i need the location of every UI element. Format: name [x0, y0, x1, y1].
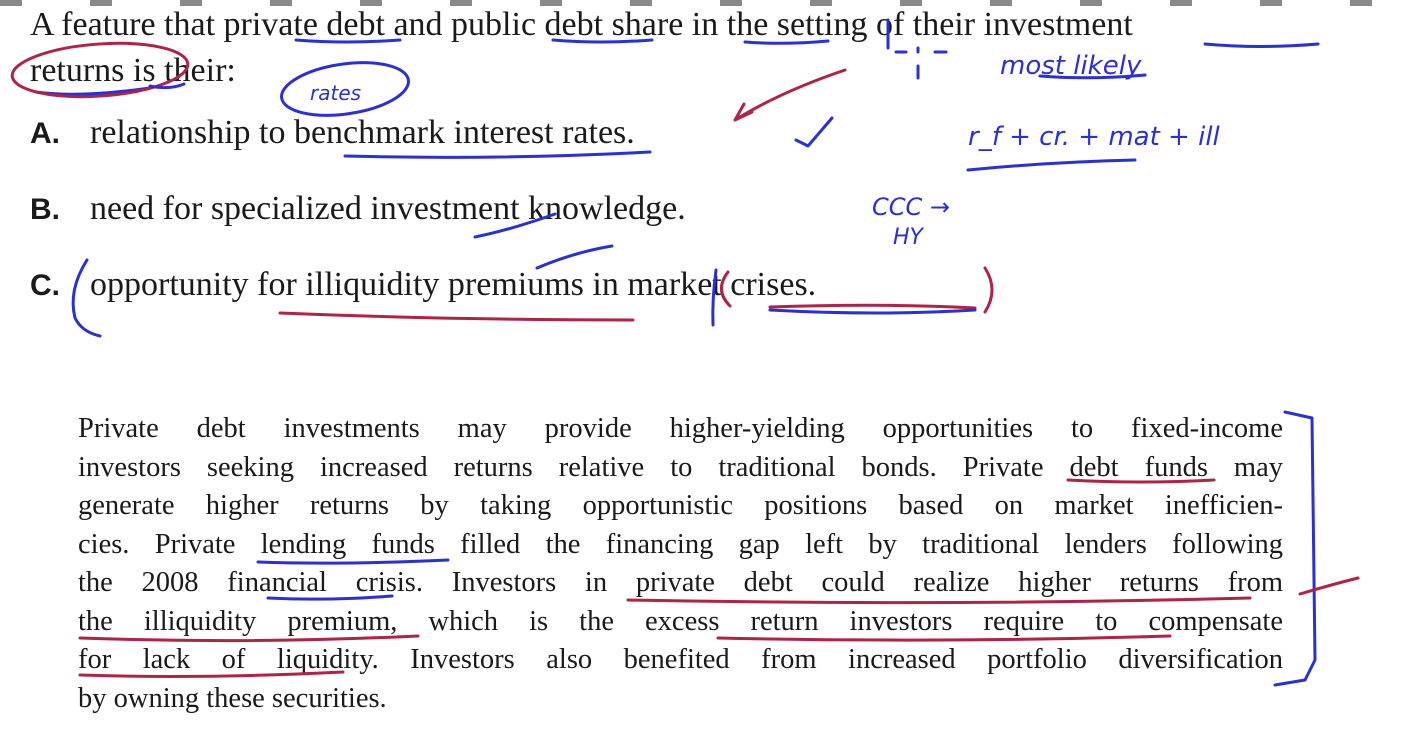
option-c[interactable]: C. opportunity for illiquidity premiums i…: [30, 262, 1130, 309]
answer-explanation: Private debt investments may provide hig…: [78, 410, 1283, 718]
option-b-text: need for specialized investment knowledg…: [90, 190, 686, 227]
option-b-letter: B.: [30, 193, 60, 226]
explanation-line: by owning these securities.: [78, 682, 387, 714]
margin-mark: [1298, 576, 1360, 596]
top-edge-strip: [0, 0, 1402, 6]
underline-market-crises-blue: [768, 308, 977, 315]
explanation-line: generate higher returns by taking opport…: [78, 490, 1283, 521]
question-stem: A feature that private debt and public d…: [30, 2, 1400, 94]
explanation-line: the illiquidity premium, which is the ex…: [78, 605, 1283, 637]
option-c-text: opportunity for illiquidity premiums in …: [90, 266, 817, 303]
option-c-letter: C.: [30, 269, 60, 302]
option-b[interactable]: B. need for specialized investment knowle…: [30, 186, 1130, 233]
question-line-1: A feature that private debt and public d…: [30, 6, 1133, 43]
explanation-line: investors seeking increased returns rela…: [78, 451, 1283, 483]
underline-formula: [966, 158, 1137, 172]
question-line-2: returns is their:: [30, 52, 236, 89]
option-a-text: relationship to benchmark interest rates…: [90, 114, 635, 151]
underline-illiquidity-premiums: [278, 311, 635, 322]
explanation-line: cies. Private lending funds filled the f…: [78, 528, 1283, 560]
option-a[interactable]: A. relationship to benchmark interest rat…: [30, 110, 1130, 157]
explanation-line: for lack of liquidity. Investors also be…: [78, 644, 1283, 675]
option-a-letter: A.: [30, 117, 60, 150]
explanation-line: Private debt investments may provide hig…: [78, 413, 1283, 444]
explanation-line: the 2008 financial crisis. Investors in …: [78, 567, 1283, 598]
